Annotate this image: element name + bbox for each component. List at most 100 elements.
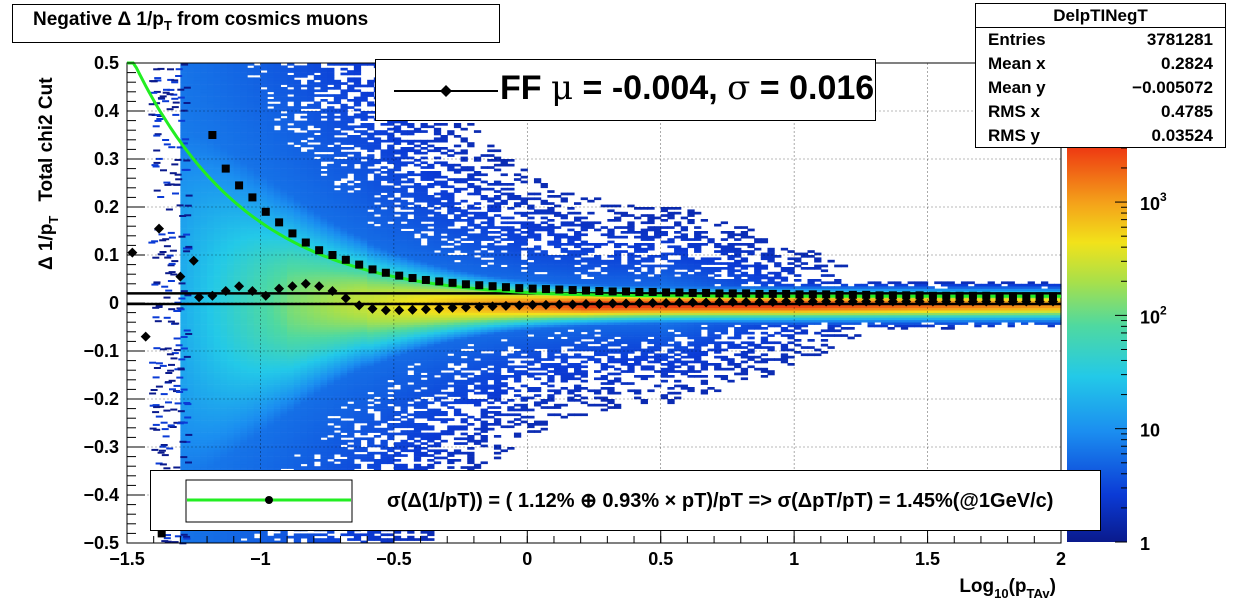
heatmap-cell [313, 427, 322, 431]
heatmap-cell [207, 257, 215, 261]
heatmap-cell [267, 238, 275, 241]
heatmap-cell [287, 463, 295, 467]
heatmap-cell [320, 77, 328, 81]
heatmap-cell [240, 341, 248, 345]
heatmap-cell [307, 99, 315, 102]
heatmap-cell [267, 82, 275, 85]
heatmap-cell [287, 389, 295, 393]
heatmap-cell [280, 348, 288, 352]
heatmap-cell [213, 75, 221, 78]
heatmap-cell [220, 324, 228, 328]
heatmap-cell [340, 187, 348, 191]
heatmap-cell [293, 343, 302, 347]
heatmap-cell [187, 127, 195, 131]
heatmap-cell [247, 334, 255, 337]
heatmap-cell [200, 319, 208, 323]
heatmap-cell [227, 82, 235, 85]
heatmap-cell [267, 175, 275, 179]
heatmap-cell [253, 255, 262, 258]
heatmap-cell [347, 207, 355, 210]
heatmap-cell [207, 108, 215, 112]
heatmap-cell [287, 180, 295, 184]
heatmap-cell [320, 125, 328, 129]
heatmap-cell [327, 75, 335, 78]
heatmap-cell [240, 159, 248, 162]
heatmap-cell [260, 456, 268, 460]
heatmap-cell [333, 247, 342, 251]
heatmap-cell [187, 219, 195, 222]
heatmap-cell [200, 65, 208, 69]
heatmap-cell [320, 286, 328, 289]
heatmap-cell [240, 113, 248, 117]
heatmap-cell [240, 396, 248, 400]
heatmap-cell [240, 204, 248, 208]
heatmap-cell [193, 442, 201, 445]
heatmap-cell [253, 235, 262, 239]
heatmap-cell [327, 420, 335, 424]
heatmap-cell [227, 384, 235, 388]
heatmap-cell [313, 281, 322, 285]
heatmap-cell [260, 358, 268, 361]
heatmap-cell [320, 139, 328, 143]
heatmap-cell [180, 113, 188, 117]
heatmap-cell [253, 461, 262, 465]
heatmap-cell [187, 327, 195, 330]
heatmap-cell [220, 113, 228, 117]
heatmap-cell [320, 317, 328, 321]
heatmap-cell [227, 161, 235, 165]
heatmap-cell [280, 360, 288, 364]
heatmap-cell [240, 252, 248, 256]
heatmap-cell [340, 363, 348, 366]
heatmap-cell [247, 281, 255, 285]
heatmap-cell [287, 245, 295, 249]
heatmap-cell [180, 430, 188, 433]
heatmap-cell [273, 108, 282, 112]
heatmap-cell [273, 317, 282, 321]
heatmap-cell [307, 216, 315, 220]
heatmap-cell [207, 139, 215, 143]
heatmap-cell [253, 281, 262, 285]
heatmap-cell [267, 293, 275, 297]
heatmap-cell [267, 375, 275, 378]
heatmap-cell [193, 375, 201, 378]
heatmap-cell [267, 415, 275, 419]
heatmap-cell [200, 216, 208, 220]
heatmap-cell [353, 399, 362, 402]
heatmap-cell [293, 240, 302, 244]
heatmap-cell [253, 293, 262, 297]
heatmap-cell [227, 63, 235, 66]
heatmap-cell [313, 135, 322, 138]
heatmap-cell [247, 283, 255, 287]
heatmap-cell [353, 403, 362, 407]
heatmap-cell [207, 123, 215, 126]
heatmap-cell [180, 75, 188, 78]
heatmap-cell [247, 168, 255, 172]
heatmap-cell [253, 288, 262, 292]
heatmap-cell [233, 255, 242, 258]
heatmap-cell [320, 396, 328, 400]
heatmap-cell [300, 329, 308, 333]
heatmap-cell [313, 439, 322, 443]
heatmap-cell [253, 315, 262, 318]
heatmap-cell [253, 389, 262, 393]
heatmap-cell [273, 106, 282, 109]
heatmap-cell [327, 211, 335, 215]
heatmap-cell [347, 538, 355, 541]
heatmap-cell [233, 163, 242, 167]
heatmap-cell [273, 65, 282, 69]
heatmap-cell [200, 423, 208, 426]
heatmap-cell [260, 379, 268, 383]
heatmap-cell [227, 269, 235, 273]
heatmap-cell [260, 276, 268, 280]
heatmap-cell [293, 101, 302, 105]
heatmap-cell [300, 430, 308, 433]
heatmap-cell [187, 142, 195, 145]
heatmap-cell [227, 238, 235, 241]
heatmap-cell [187, 233, 195, 237]
heatmap-cell [207, 75, 215, 78]
heatmap-cell [333, 185, 342, 189]
heatmap-cell [280, 87, 288, 90]
heatmap-cell [220, 355, 228, 359]
heatmap-cell [240, 65, 248, 69]
heatmap-cell [233, 77, 242, 81]
